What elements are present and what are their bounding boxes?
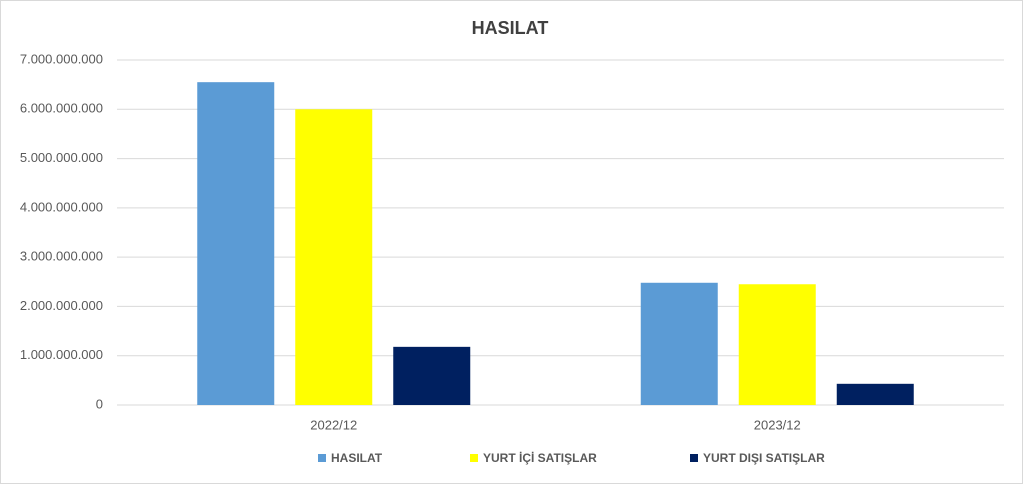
y-tick-label: 7.000.000.000 — [20, 51, 103, 66]
y-tick-label: 5.000.000.000 — [20, 150, 103, 165]
legend-swatch — [690, 454, 698, 462]
legend-label: YURT İÇİ SATIŞLAR — [483, 450, 597, 465]
bar — [393, 346, 471, 405]
y-tick-label: 3.000.000.000 — [20, 249, 103, 264]
bar — [738, 284, 816, 405]
bar — [640, 282, 718, 405]
legend-swatch — [318, 454, 326, 462]
chart-title: HASILAT — [472, 18, 549, 38]
legend-label: HASILAT — [331, 451, 383, 465]
y-tick-label: 4.000.000.000 — [20, 199, 103, 214]
legend-swatch — [470, 454, 478, 462]
x-tick-label: 2022/12 — [310, 417, 357, 432]
y-tick-label: 0 — [96, 396, 103, 411]
bar — [836, 383, 914, 405]
bar — [197, 82, 275, 405]
x-tick-label: 2023/12 — [754, 417, 801, 432]
y-tick-label: 6.000.000.000 — [20, 101, 103, 116]
bar — [295, 109, 373, 406]
legend-label: YURT DIŞI SATIŞLAR — [703, 451, 825, 465]
y-tick-label: 1.000.000.000 — [20, 347, 103, 362]
y-tick-label: 2.000.000.000 — [20, 298, 103, 313]
